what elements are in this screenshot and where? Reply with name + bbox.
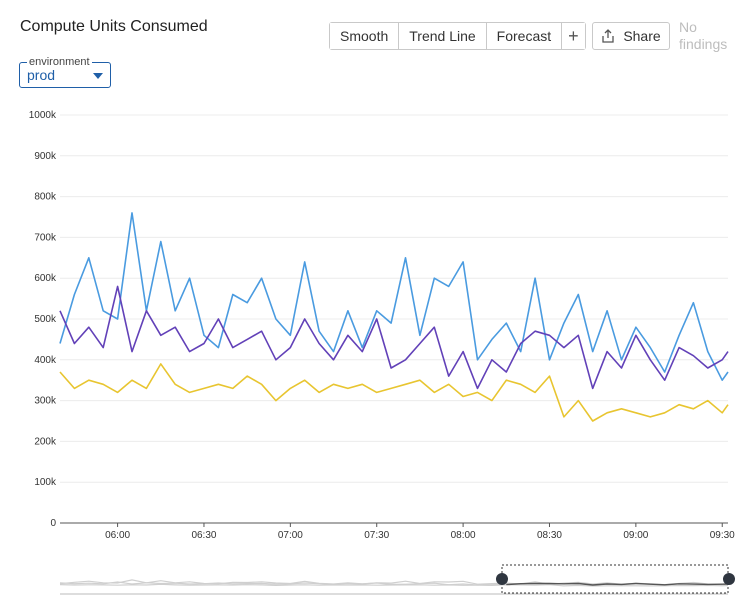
chart-toolbar: Smooth Trend Line Forecast + (329, 22, 586, 50)
share-label: Share (623, 28, 661, 44)
x-tick-label: 09:00 (623, 530, 648, 541)
x-tick-label: 08:00 (451, 530, 476, 541)
y-tick-label: 700k (34, 232, 57, 243)
trend-line-button[interactable]: Trend Line (399, 23, 487, 49)
navigator-selection (501, 564, 729, 594)
y-tick-label: 400k (34, 355, 57, 366)
navigator-handle-right[interactable] (723, 573, 735, 585)
y-tick-label: 900k (34, 151, 57, 162)
environment-select[interactable]: environment prod (19, 55, 111, 88)
smooth-button[interactable]: Smooth (330, 23, 400, 49)
share-button[interactable]: Share (592, 22, 670, 50)
findings-status: No findings (679, 19, 728, 52)
x-tick-label: 06:00 (105, 530, 130, 541)
x-tick-label: 06:30 (191, 530, 216, 541)
y-tick-label: 100k (34, 477, 57, 488)
chart-title: Compute Units Consumed (20, 18, 208, 35)
series-line-0 (59, 212, 729, 382)
x-tick-label: 09:30 (710, 530, 735, 541)
y-tick-label: 800k (34, 192, 57, 203)
navigator-handle-left[interactable] (496, 573, 508, 585)
navigator-series-2 (59, 583, 729, 587)
x-tick-label: 08:30 (537, 530, 562, 541)
y-tick-label: 200k (34, 436, 57, 447)
share-icon (602, 29, 614, 43)
y-tick-label: 500k (34, 314, 57, 325)
navigator-selected-series (506, 582, 729, 586)
x-tick-label: 07:00 (278, 530, 303, 541)
y-tick-label: 1000k (29, 110, 57, 121)
y-tick-label: 0 (50, 518, 56, 529)
caret-down-icon (93, 73, 103, 79)
add-plus-icon[interactable]: + (562, 23, 585, 49)
environment-value: prod (27, 67, 56, 83)
series-line-1 (59, 285, 729, 390)
x-tick-label: 07:30 (364, 530, 389, 541)
forecast-button[interactable]: Forecast (486, 23, 563, 49)
series-line-2 (59, 363, 729, 422)
y-tick-label: 300k (34, 396, 57, 407)
environment-label: environment (27, 55, 92, 69)
y-tick-label: 600k (34, 273, 57, 284)
